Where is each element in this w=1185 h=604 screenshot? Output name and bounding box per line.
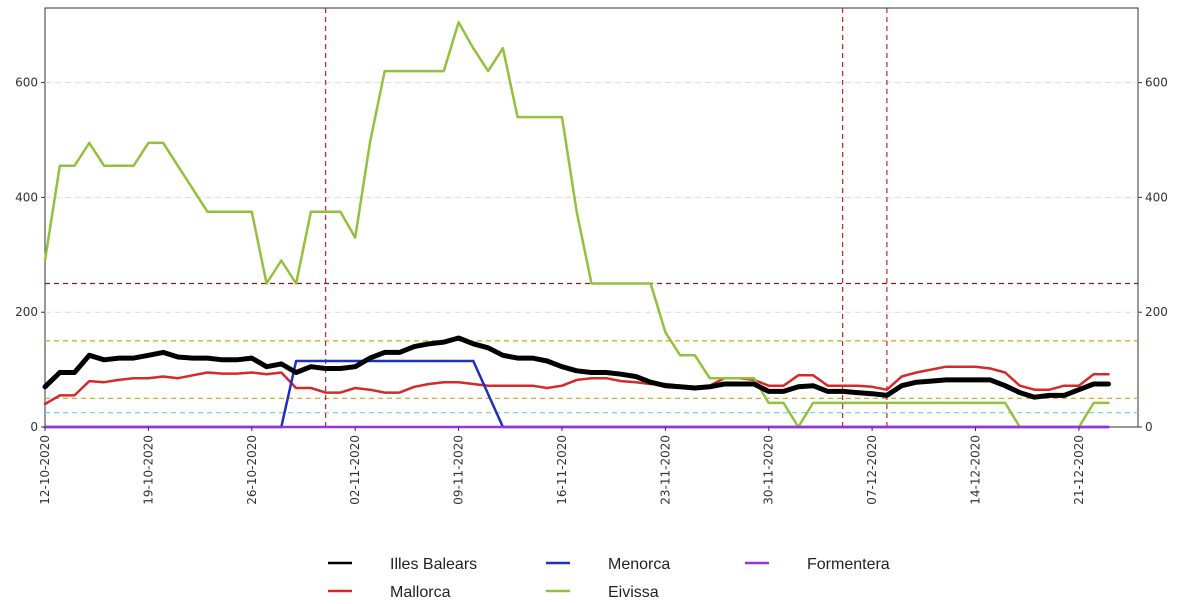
legend-label: Menorca: [608, 556, 670, 573]
x-tick-label: 02-11-2020: [348, 435, 362, 505]
grid-lines: [45, 82, 1138, 313]
x-tick-label: 21-12-2020: [1072, 435, 1086, 505]
legend-label: Eivissa: [608, 584, 659, 601]
x-tick-label: 30-11-2020: [762, 435, 776, 505]
legend-label: Formentera: [807, 556, 890, 573]
series-line: [42, 335, 1111, 400]
x-tick-label: 19-10-2020: [141, 435, 155, 505]
x-tick-label: 12-10-2020: [38, 435, 52, 505]
series-lines: [42, 21, 1111, 429]
y-tick-label-right: 600: [1145, 76, 1168, 90]
reference-lines: [45, 8, 1138, 427]
legend-label: Mallorca: [390, 584, 451, 601]
x-tick-label: 16-11-2020: [555, 435, 569, 505]
y-tick-label-left: 400: [15, 190, 38, 204]
plot-frame: [44, 7, 1139, 428]
series-line: [43, 21, 1110, 429]
series-line: [43, 365, 1110, 406]
y-tick-label-left: 0: [30, 420, 38, 434]
axes: 0 0 200 200 400 400 600 600 12-10-2020 19-10-2020…: [15, 76, 1168, 505]
x-tick-label: 26-10-2020: [245, 435, 259, 505]
y-tick-label-right: 0: [1145, 420, 1153, 434]
y-tick-label-left: 600: [15, 76, 38, 90]
y-tick-label-left: 200: [15, 305, 38, 319]
y-tick-label-right: 200: [1145, 305, 1168, 319]
y-tick-label-right: 400: [1145, 190, 1168, 204]
x-tick-label: 23-11-2020: [658, 435, 672, 505]
x-tick-label: 09-11-2020: [452, 435, 466, 505]
legend: Illes Balears Mallorca Menorca Eivissa Forme…: [328, 556, 890, 601]
x-tick-label: 07-12-2020: [865, 435, 879, 505]
legend-label: Illes Balears: [390, 556, 477, 573]
x-tick-label: 14-12-2020: [969, 435, 983, 505]
